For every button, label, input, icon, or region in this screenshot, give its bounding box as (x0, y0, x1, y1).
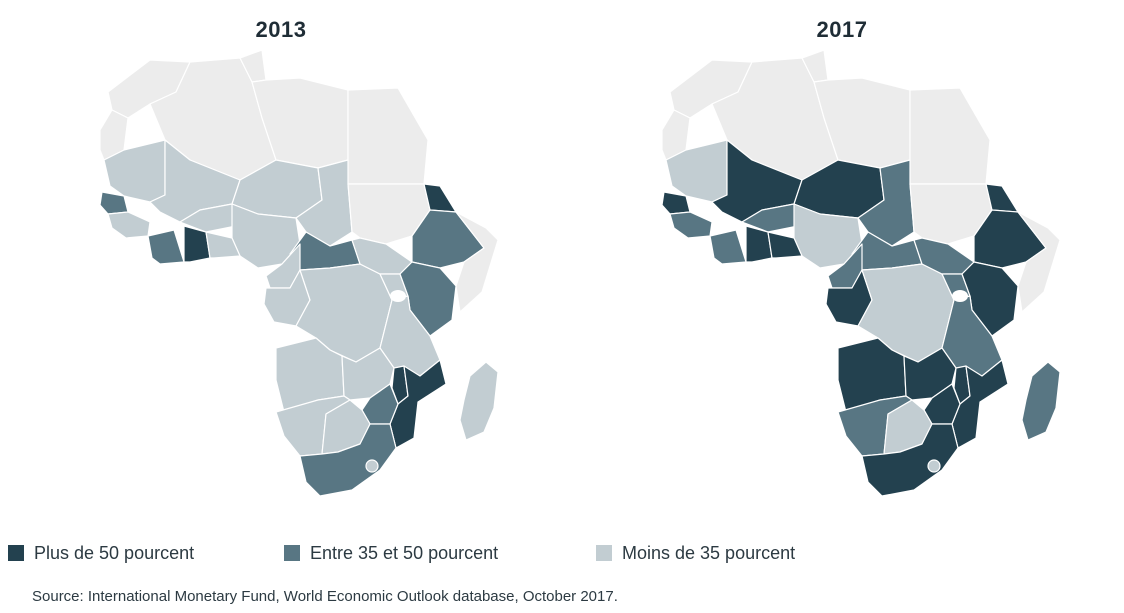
region-somalia (455, 211, 499, 313)
region-mozambique (389, 359, 447, 449)
legend: Plus de 50 pourcent Entre 35 et 50 pourc… (0, 540, 1124, 566)
region-ghana (183, 225, 211, 263)
country-regions-2017 (661, 49, 1061, 497)
region-togo-benin (205, 231, 241, 259)
legend-swatch-low (596, 545, 612, 561)
region-cote-divoire (147, 229, 185, 265)
lake-victoria (390, 290, 406, 302)
region-ghana (745, 225, 773, 263)
region-south-africa (861, 423, 959, 497)
region-egypt (347, 87, 429, 185)
africa-map-2013 (99, 49, 499, 497)
legend-label-low: Moins de 35 pourcent (622, 542, 796, 563)
lake-victoria (952, 290, 968, 302)
region-guinea (107, 211, 151, 239)
legend-swatch-mid (284, 545, 300, 561)
map-title-2017: 2017 (816, 17, 868, 42)
region-south-africa (299, 423, 397, 497)
region-egypt (909, 87, 991, 185)
region-cote-divoire (709, 229, 747, 265)
legend-item-low: Moins de 35 pourcent (596, 540, 795, 566)
region-guinea (669, 211, 713, 239)
map-2017: 2017 (562, 0, 1124, 520)
region-madagascar (459, 361, 499, 441)
legend-label-high: Plus de 50 pourcent (34, 542, 195, 563)
legend-item-high: Plus de 50 pourcent (8, 540, 194, 566)
region-mozambique (951, 359, 1009, 449)
region-somalia (1017, 211, 1061, 313)
africa-map-2017 (661, 49, 1061, 497)
map-title-2013: 2013 (255, 17, 307, 42)
region-madagascar (1021, 361, 1061, 441)
region-lesotho (365, 459, 379, 473)
source-note: Source: International Monetary Fund, Wor… (32, 588, 618, 605)
legend-item-mid: Entre 35 et 50 pourcent (284, 540, 498, 566)
map-2013: 2013 (0, 0, 562, 520)
legend-swatch-high (8, 545, 24, 561)
country-regions-2013 (99, 49, 499, 497)
legend-label-mid: Entre 35 et 50 pourcent (310, 542, 499, 563)
region-lesotho (927, 459, 941, 473)
region-togo-benin (767, 231, 803, 259)
